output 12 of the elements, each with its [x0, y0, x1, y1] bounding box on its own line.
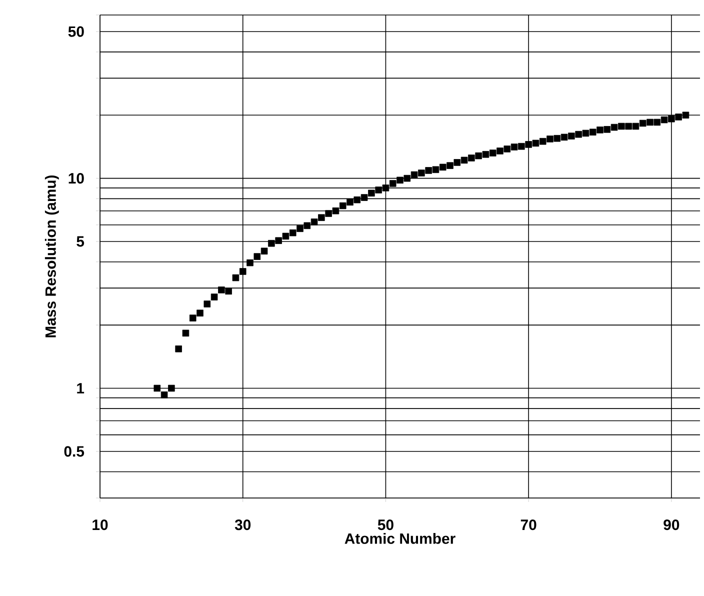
y-tick-label: 50 [68, 26, 84, 37]
x-axis-title: Atomic Number [344, 532, 456, 544]
y-tick-label: 0.5 [64, 446, 84, 457]
y-tick-label: 10 [68, 173, 84, 184]
y-tick-label: 5 [76, 236, 84, 247]
y-tick-label: 1 [77, 383, 84, 394]
x-tick-label: 30 [234, 520, 251, 530]
x-tick-label: 50 [378, 520, 394, 530]
x-tick-label: 90 [664, 520, 680, 530]
x-tick-label: 70 [520, 520, 536, 530]
y-axis-title: Mass Resolution (amu) [44, 175, 59, 338]
x-tick-label: 10 [92, 520, 108, 530]
